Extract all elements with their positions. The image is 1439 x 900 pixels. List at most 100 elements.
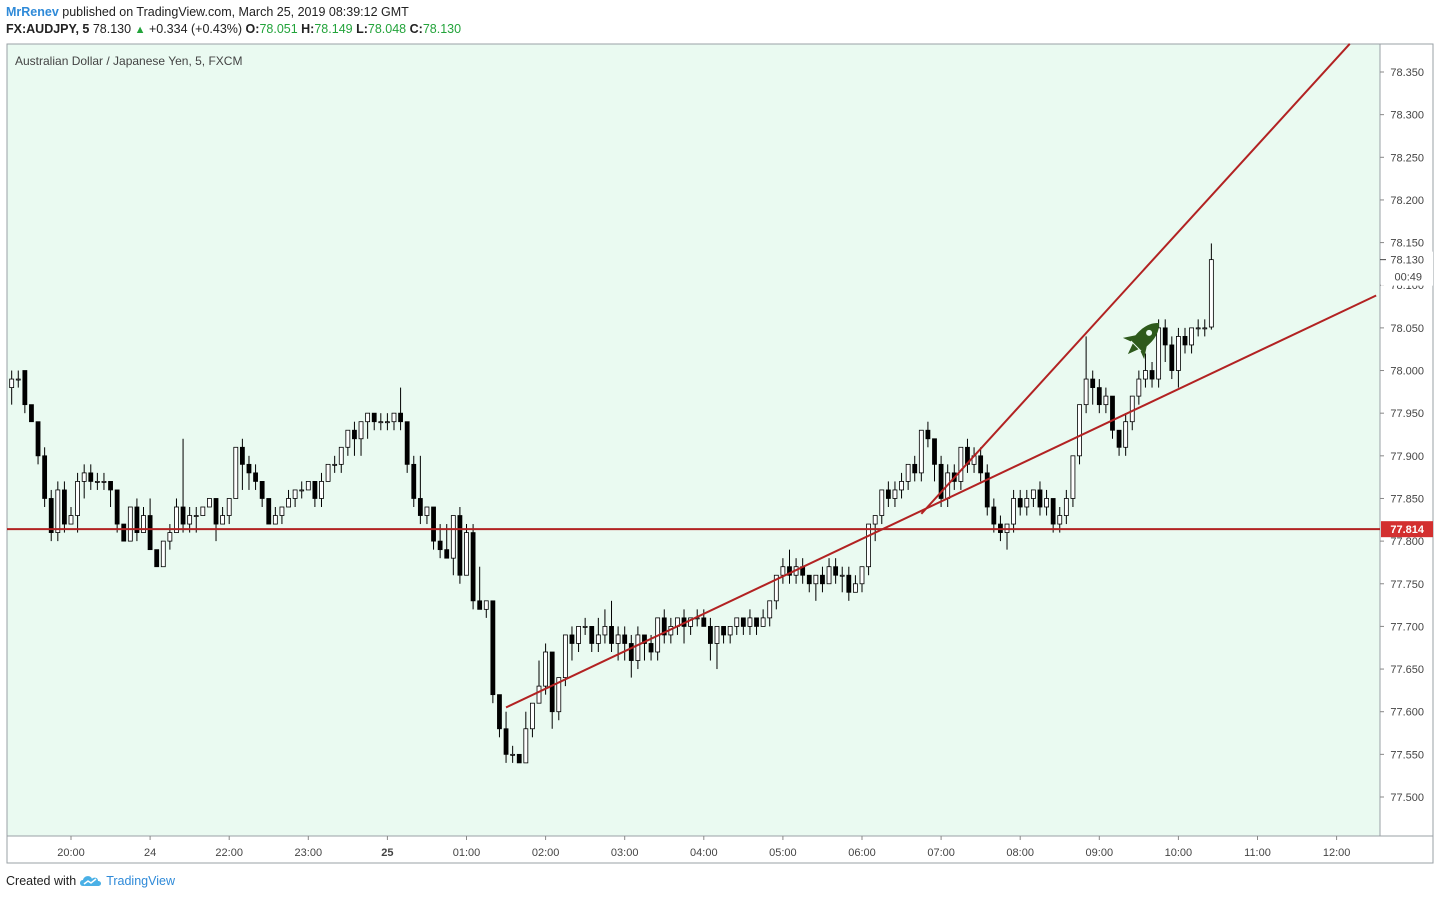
candle-body <box>760 617 766 627</box>
candle-body <box>503 728 509 755</box>
x-tick-label: 09:00 <box>1086 847 1114 859</box>
candle-body <box>589 626 595 644</box>
candle-body <box>417 498 423 516</box>
candle-body <box>576 626 581 644</box>
drawings <box>7 43 1380 709</box>
candle-body <box>384 421 390 424</box>
rocket-icon <box>1122 323 1159 360</box>
candle-body <box>29 404 34 423</box>
candle-body <box>622 634 628 644</box>
tradingview-link[interactable]: TradingView <box>106 874 175 888</box>
x-tick-label: 20:00 <box>57 847 85 859</box>
candle-body <box>1195 327 1201 330</box>
candle-body <box>1044 498 1049 508</box>
candle-body <box>1083 378 1089 406</box>
footer: Created with TradingView <box>6 874 175 888</box>
candle-body <box>1136 378 1142 397</box>
candle-body <box>338 446 344 465</box>
candle-body <box>747 617 753 627</box>
candle-body <box>378 421 384 424</box>
chart-pane[interactable] <box>6 43 1381 837</box>
author-link[interactable]: MrRenev <box>6 5 59 19</box>
candle-body <box>912 463 918 474</box>
candle-body <box>292 489 298 499</box>
candle-body <box>984 472 990 508</box>
candle-body <box>207 498 212 508</box>
candle-body <box>833 566 839 576</box>
publish-info: MrRenev published on TradingView.com, Ma… <box>6 5 409 19</box>
candle-body <box>398 412 403 423</box>
candle-body <box>477 600 483 610</box>
candle-body <box>879 489 885 516</box>
candle-body <box>932 438 937 465</box>
x-tick-label: 02:00 <box>532 847 560 859</box>
x-tick-label: 05:00 <box>769 847 797 859</box>
candle-body <box>773 574 779 602</box>
candle-body <box>226 498 232 516</box>
candle-body <box>556 677 562 713</box>
candle-body <box>48 498 54 533</box>
x-tick-label: 22:00 <box>215 847 243 859</box>
support-price-label: 77.814 <box>1390 524 1425 536</box>
candle-body <box>1011 498 1017 525</box>
x-tick-label: 01:00 <box>453 847 481 859</box>
candle-body <box>918 429 924 474</box>
x-tick-label: 25 <box>381 847 393 859</box>
x-tick-label: 04:00 <box>690 847 718 859</box>
candle-body <box>609 626 614 644</box>
tradingview-cloud-icon <box>80 876 102 886</box>
candle-body <box>325 463 331 482</box>
low-value: 78.048 <box>367 22 407 36</box>
candle-body <box>562 634 568 678</box>
candle-body <box>925 429 931 440</box>
candle-body <box>615 634 621 644</box>
candle-body <box>246 463 252 474</box>
candle-body <box>332 463 338 466</box>
y-tick-label: 77.700 <box>1390 621 1424 633</box>
trend-line[interactable] <box>505 294 1377 709</box>
candle-body <box>905 463 911 482</box>
candle-body <box>602 626 608 636</box>
candle-body <box>259 481 265 499</box>
candle-body <box>1037 489 1043 508</box>
candle-body <box>253 472 258 482</box>
x-tick-label: 12:00 <box>1323 847 1351 859</box>
candle-body <box>510 753 516 756</box>
high-label: H: <box>301 22 315 36</box>
candle-body <box>1057 515 1063 525</box>
candle-body <box>444 549 450 559</box>
candle-body <box>754 617 759 627</box>
candle-body <box>1077 404 1082 457</box>
candle-body <box>457 515 463 576</box>
candle-body <box>9 378 15 388</box>
candle-body <box>424 506 430 516</box>
candle-body <box>714 626 720 644</box>
candle-body <box>470 532 476 602</box>
candle-body <box>899 481 904 491</box>
candle-body <box>740 617 746 627</box>
candle-body <box>134 506 140 533</box>
y-tick-label: 78.050 <box>1390 323 1424 335</box>
y-tick-label: 77.950 <box>1390 408 1424 420</box>
close-value: 78.130 <box>422 22 462 36</box>
y-tick-label: 78.200 <box>1390 195 1424 207</box>
candle-body <box>167 532 173 542</box>
candle-body <box>1176 336 1181 371</box>
candle-body <box>628 643 634 661</box>
candle-body <box>94 481 100 483</box>
candle-body <box>299 489 305 492</box>
candle-body <box>516 753 522 764</box>
candle-body <box>707 626 713 644</box>
candle-body <box>160 540 166 568</box>
time-axis[interactable] <box>6 835 1434 864</box>
published-text: published on TradingView.com, March 25, … <box>62 5 409 19</box>
trend-line[interactable] <box>920 43 1351 515</box>
candle-body <box>81 472 87 482</box>
candle-body <box>272 515 278 525</box>
candle-body <box>1162 327 1168 346</box>
price-axis[interactable] <box>1379 43 1434 837</box>
candle-body <box>279 506 285 516</box>
candle-body <box>1090 378 1096 388</box>
candle-body <box>108 481 113 491</box>
